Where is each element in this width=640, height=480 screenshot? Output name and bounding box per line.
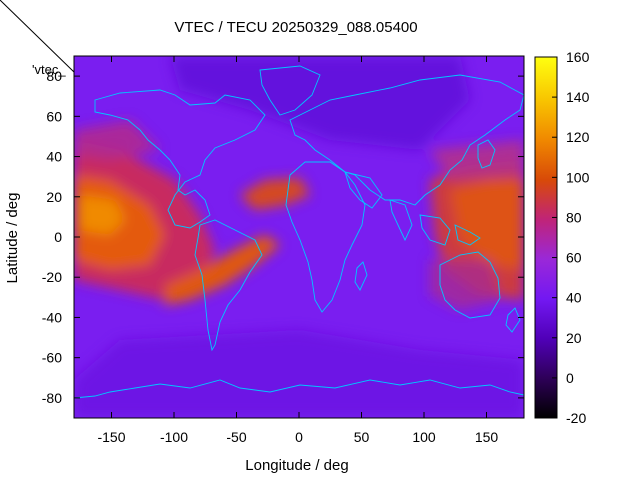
colorbar-tick-label: 80 [566,209,582,225]
colorbar-tick-label: 160 [566,49,590,65]
series-key-label: 'vtec_ [32,62,66,77]
coastline-australia [439,251,501,319]
y-tick-label: 0 [54,229,62,245]
x-tick-label: 50 [354,429,370,445]
coastline-south-america [194,219,263,352]
colorbar [534,56,558,419]
series-key-line [0,0,75,73]
x-tick-label: -100 [160,429,188,445]
colorbar-tick-label: -20 [566,410,586,426]
coastline-north-america [94,89,266,229]
x-tick-label: 150 [475,429,499,445]
y-tick-label: -20 [42,269,62,285]
colorbar-tick-label: 120 [566,129,590,145]
y-tick-label: 40 [46,149,62,165]
chart-title: VTEC / TECU 20250329_088.05400 [174,19,417,36]
coastline-greenland [259,65,321,116]
y-tick-label: -40 [42,309,62,325]
y-tick-label: 60 [46,108,62,124]
x-tick-label: -150 [97,429,125,445]
x-axis-label: Longitude / deg [245,457,348,474]
australia-warm [430,260,500,310]
y-tick-label: 20 [46,189,62,205]
asia-mid-lat-warm [430,140,524,180]
coastline-arabia-india [344,171,413,242]
coastline-southeast-asia [419,214,481,246]
x-tick-label: 0 [295,429,303,445]
high-latitude-south-darker [74,330,524,418]
colorbar-tick-label: 0 [566,370,574,386]
y-axis-ticks: -80 -60 -40 -20 0 20 40 60 80 [42,68,524,406]
equatorial-anomaly-west-peak [80,195,125,235]
south-atlantic-band [165,235,280,305]
colorbar-tick-label: 40 [566,290,582,306]
y-axis-label: Latitude / deg [4,193,21,284]
colorbar-tick-label: 100 [566,169,590,185]
coastlines [74,65,524,418]
coastline-africa [285,161,366,313]
colorbar-tick-label: 140 [566,89,590,105]
colorbar-tick-label: 20 [566,330,582,346]
americas-mid-lat-warm [74,120,160,160]
coastline-japan [477,139,496,169]
y-tick-label: -60 [42,350,62,366]
heatmap-area [74,56,524,418]
colorbar-tick-label: 60 [566,250,582,266]
coastline-madagascar [354,261,368,291]
coastline-antarctica [74,379,524,418]
western-pacific-core [450,180,524,270]
x-tick-label: -50 [226,429,246,445]
high-latitude-north-darker [170,56,470,150]
north-atlantic-band [240,178,310,210]
coastline-new-zealand [505,307,521,333]
x-axis-ticks: -150 -100 -50 0 50 100 150 [97,56,498,445]
y-tick-label: 80 [46,68,62,84]
coastline-europe-asia [289,74,524,206]
x-tick-label: 100 [412,429,436,445]
colorbar-ticks: -20 0 20 40 60 80 100 120 140 160 [552,49,590,426]
y-tick-label: -80 [42,390,62,406]
